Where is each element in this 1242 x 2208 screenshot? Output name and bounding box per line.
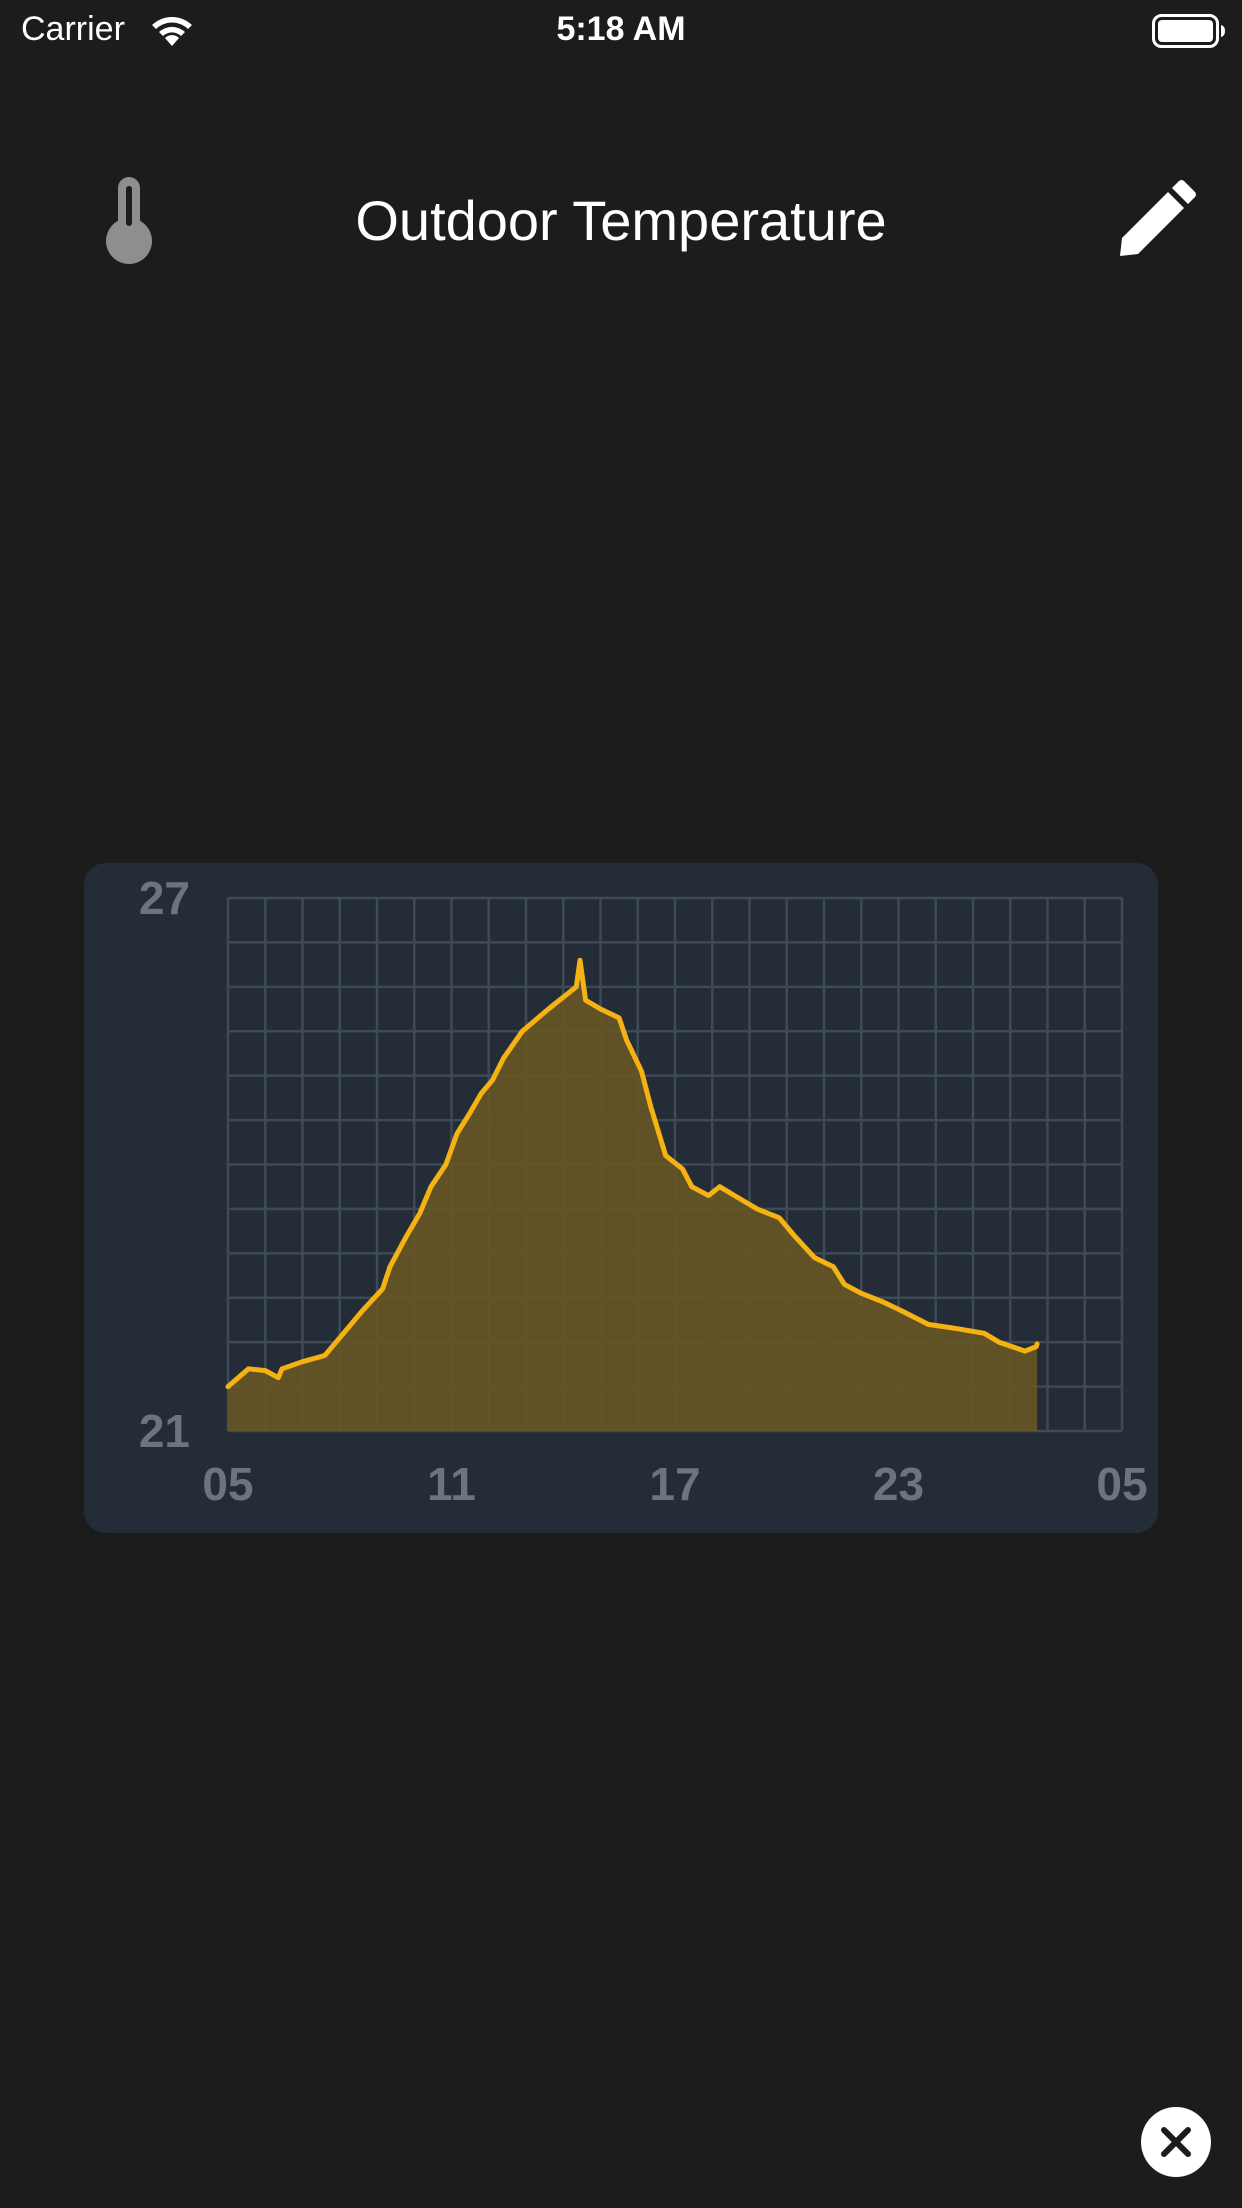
carrier-label: Carrier [21, 10, 125, 48]
thermometer-icon [106, 177, 152, 264]
x-tick-label: 05 [202, 1458, 253, 1510]
pencil-icon[interactable] [1116, 180, 1196, 260]
status-bar: Carrier 5:18 AM [0, 0, 1242, 64]
x-tick-label: 11 [427, 1458, 476, 1510]
temperature-chart: 05 11 17 23 05 27 21 [139, 872, 1148, 1510]
x-tick-label: 17 [649, 1458, 700, 1510]
close-button[interactable] [1141, 2107, 1211, 2177]
header: Outdoor Temperature [0, 160, 1242, 280]
battery-icon [1152, 14, 1225, 48]
temperature-area [228, 960, 1038, 1431]
status-time: 5:18 AM [556, 10, 686, 48]
page-title: Outdoor Temperature [355, 189, 887, 252]
wifi-icon [152, 17, 192, 46]
chart-ticks: 05 11 17 23 05 27 21 [139, 872, 1148, 1510]
y-tick-label: 21 [139, 1405, 190, 1457]
y-tick-label: 27 [139, 872, 190, 924]
temperature-line [225, 957, 1040, 1390]
x-tick-label: 05 [1096, 1458, 1147, 1510]
x-tick-label: 23 [873, 1458, 924, 1510]
close-icon [1161, 2127, 1191, 2157]
temperature-chart-card: 05 11 17 23 05 27 21 [84, 863, 1158, 1533]
